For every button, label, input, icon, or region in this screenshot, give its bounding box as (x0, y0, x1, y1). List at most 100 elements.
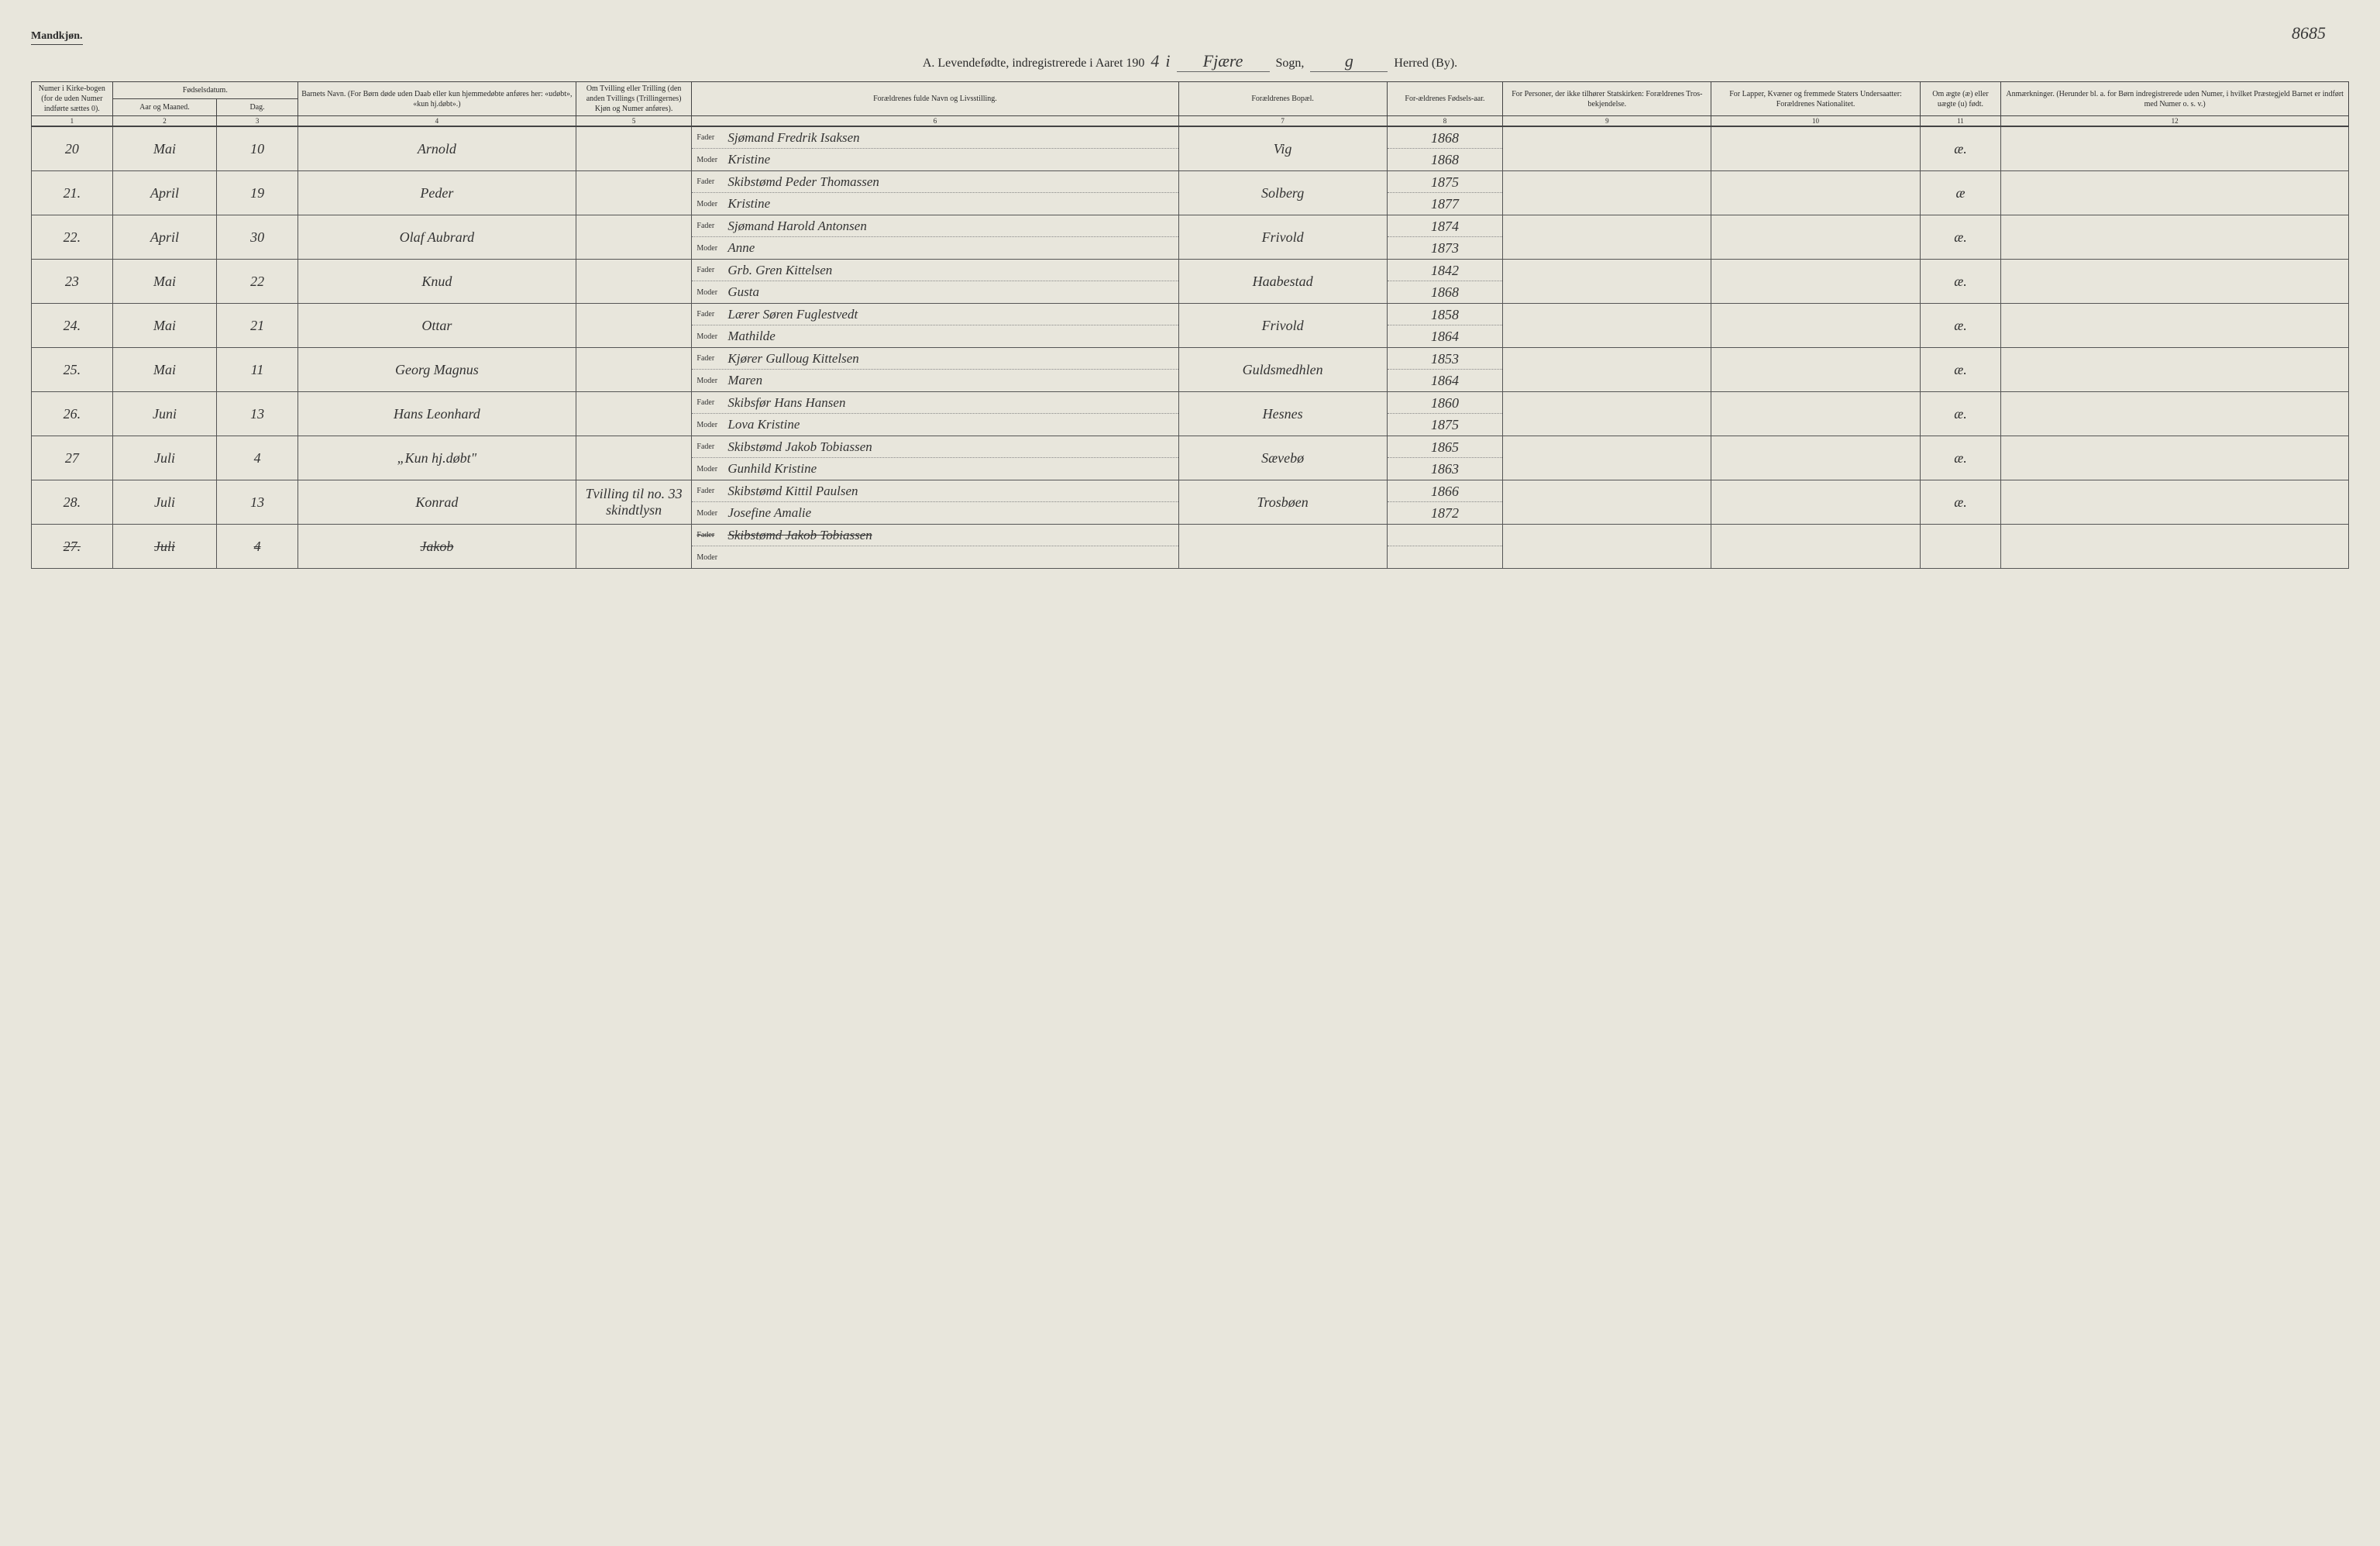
cell-parents: FaderKjører Gulloug KittelsenModerMaren (692, 348, 1178, 392)
cell-month: April (112, 171, 217, 215)
cell-num: 20 (32, 126, 113, 171)
father-year: 1865 (1388, 436, 1503, 458)
cell-nationality (1711, 392, 1920, 436)
cell-month: Juni (112, 392, 217, 436)
mother-year: 1864 (1388, 325, 1503, 347)
cell-years: 18601875 (1387, 392, 1503, 436)
mother-value: Gunhild Kristine (727, 461, 817, 477)
page-number: 8685 (2292, 23, 2326, 43)
cell-twin (576, 126, 692, 171)
cell-name: „Kun hj.døbt" (298, 436, 576, 480)
cell-legitimacy: æ. (1920, 215, 2001, 260)
mother-year: 1868 (1388, 149, 1503, 170)
mother-year: 1873 (1388, 237, 1503, 259)
table-head: Numer i Kirke-bogen (for de uden Numer i… (32, 82, 2349, 127)
colnum: 9 (1503, 116, 1711, 127)
cell-twin (576, 436, 692, 480)
cell-day: 22 (217, 260, 298, 304)
cell-religion (1503, 260, 1711, 304)
mother-value: Anne (727, 240, 755, 256)
cell-name: Knud (298, 260, 576, 304)
cell-religion (1503, 525, 1711, 569)
cell-place: Guldsmedhlen (1178, 348, 1387, 392)
cell-religion (1503, 304, 1711, 348)
cell-month: Mai (112, 260, 217, 304)
father-value: Grb. Gren Kittelsen (727, 263, 832, 278)
table-row: 24.Mai21OttarFaderLærer Søren Fuglestved… (32, 304, 2349, 348)
colnum: 6 (692, 116, 1178, 127)
cell-month: April (112, 215, 217, 260)
cell-day: 11 (217, 348, 298, 392)
cell-place: Trosbøen (1178, 480, 1387, 525)
cell-years: 18751877 (1387, 171, 1503, 215)
cell-years: 18531864 (1387, 348, 1503, 392)
cell-parents: FaderSjømand Harold AntonsenModerAnne (692, 215, 1178, 260)
mother-label: Moder (696, 332, 727, 341)
colnum: 12 (2001, 116, 2349, 127)
father-value: Sjømand Fredrik Isaksen (727, 130, 859, 146)
colnum: 4 (298, 116, 576, 127)
father-year: 1874 (1388, 215, 1503, 237)
cell-twin (576, 215, 692, 260)
table-row: 22.April30Olaf AubrardFaderSjømand Harol… (32, 215, 2349, 260)
father-year: 1860 (1388, 392, 1503, 414)
cell-remarks (2001, 480, 2349, 525)
cell-nationality (1711, 260, 1920, 304)
father-year: 1866 (1388, 480, 1503, 502)
father-year (1388, 525, 1503, 546)
mother-value: Josefine Amalie (727, 505, 811, 521)
father-value: Kjører Gulloug Kittelsen (727, 351, 858, 367)
col-header-2a: Aar og Maaned. (112, 99, 217, 116)
cell-remarks (2001, 304, 2349, 348)
cell-twin (576, 392, 692, 436)
cell-num: 24. (32, 304, 113, 348)
table-row: 27.Juli4JakobFaderSkibstømd Jakob Tobias… (32, 525, 2349, 569)
mother-value: Maren (727, 373, 762, 388)
mother-label: Moder (696, 244, 727, 253)
herred-label: Herred (By). (1394, 57, 1457, 71)
cell-num: 26. (32, 392, 113, 436)
cell-years: 18661872 (1387, 480, 1503, 525)
cell-twin (576, 304, 692, 348)
mother-year: 1875 (1388, 414, 1503, 436)
cell-num: 21. (32, 171, 113, 215)
father-year: 1858 (1388, 304, 1503, 325)
colnum: 11 (1920, 116, 2001, 127)
cell-month: Juli (112, 525, 217, 569)
table-row: 23Mai22KnudFaderGrb. Gren KittelsenModer… (32, 260, 2349, 304)
father-label: Fader (696, 531, 727, 539)
cell-name: Hans Leonhard (298, 392, 576, 436)
cell-legitimacy: æ. (1920, 260, 2001, 304)
cell-month: Mai (112, 348, 217, 392)
herred-hand: g (1310, 51, 1388, 72)
father-year: 1842 (1388, 260, 1503, 281)
cell-legitimacy: æ. (1920, 348, 2001, 392)
cell-years: 18651863 (1387, 436, 1503, 480)
cell-years: 18681868 (1387, 126, 1503, 171)
cell-name: Jakob (298, 525, 576, 569)
cell-religion (1503, 480, 1711, 525)
colnum: 2 (112, 116, 217, 127)
cell-nationality (1711, 171, 1920, 215)
cell-day: 19 (217, 171, 298, 215)
colnum: 7 (1178, 116, 1387, 127)
cell-legitimacy: æ. (1920, 126, 2001, 171)
table-body: 20Mai10ArnoldFaderSjømand Fredrik Isakse… (32, 126, 2349, 569)
cell-nationality (1711, 348, 1920, 392)
col-header-6: Forældrenes fulde Navn og Livsstilling. (692, 82, 1178, 116)
cell-religion (1503, 392, 1711, 436)
cell-twin: Tvilling til no. 33 skindtlysn (576, 480, 692, 525)
cell-nationality (1711, 126, 1920, 171)
header-top: Mandkjøn. 8685 (31, 23, 2349, 45)
cell-remarks (2001, 171, 2349, 215)
mother-value: Lova Kristine (727, 417, 800, 432)
mother-year: 1868 (1388, 281, 1503, 303)
cell-parents: FaderGrb. Gren KittelsenModerGusta (692, 260, 1178, 304)
cell-name: Peder (298, 171, 576, 215)
mother-year: 1863 (1388, 458, 1503, 480)
mother-label: Moder (696, 200, 727, 208)
mother-label: Moder (696, 156, 727, 164)
cell-place: Vig (1178, 126, 1387, 171)
cell-parents: FaderSjømand Fredrik IsaksenModerKristin… (692, 126, 1178, 171)
cell-place (1178, 525, 1387, 569)
